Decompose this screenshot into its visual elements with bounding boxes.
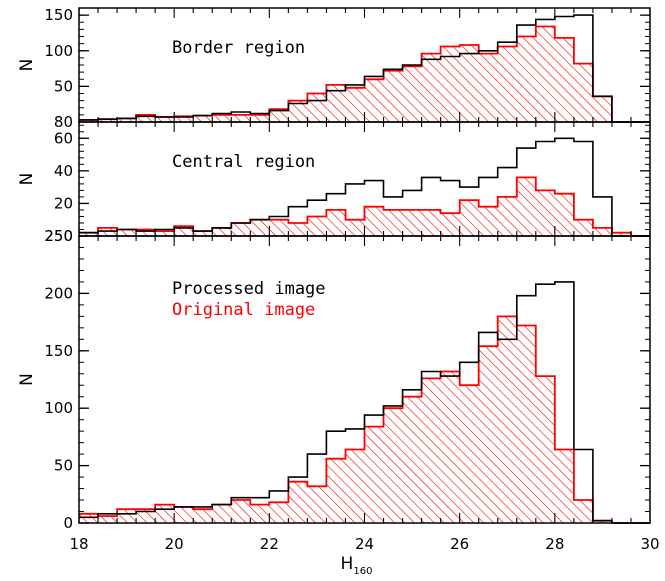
x-tick-label: 20 xyxy=(165,535,184,553)
y-tick-label: 50 xyxy=(54,77,73,95)
y-tick-label: 80 xyxy=(54,113,73,131)
y-tick-label: 100 xyxy=(44,399,73,417)
x-tick-label: 30 xyxy=(640,535,659,553)
panel-2: 20 40 60 250 N Central region xyxy=(17,121,651,245)
processed-histogram-line xyxy=(79,281,650,524)
panel-region-label: Central region xyxy=(172,152,315,172)
y-axis-title: N xyxy=(17,373,37,386)
y-tick-label: 200 xyxy=(44,284,73,302)
y-tick-label: 50 xyxy=(54,457,73,475)
y-tick-label: 40 xyxy=(54,162,73,180)
original-histogram-line xyxy=(79,176,650,237)
x-axis-title-main: H xyxy=(341,554,354,574)
original-hatch-fill xyxy=(79,316,650,523)
x-tick-label: 28 xyxy=(545,535,564,553)
y-tick-label: 60 xyxy=(54,129,73,147)
y-tick-label: 250 xyxy=(44,227,73,245)
legend-original: Original image xyxy=(172,300,315,320)
x-tick-label: 22 xyxy=(260,535,279,553)
x-tick-label: 18 xyxy=(69,535,88,553)
original-hatch-fill xyxy=(79,26,650,122)
y-tick-label: 150 xyxy=(44,342,73,360)
x-tick-label: 24 xyxy=(355,535,374,553)
y-tick-label: 0 xyxy=(63,514,73,532)
y-tick-label: 100 xyxy=(44,42,73,60)
y-tick-label: 150 xyxy=(44,6,73,24)
panel-1: 50 100 150 80 N Border region xyxy=(17,6,651,131)
x-axis-title-subscript: 160 xyxy=(353,566,372,576)
y-tick-label: 20 xyxy=(54,194,73,212)
y-tick-label: 250 xyxy=(44,227,73,245)
legend-processed: Processed image xyxy=(172,279,326,299)
panel-3: 0 50 100 150 200 250 N Processed imageOriginal … xyxy=(17,227,660,577)
x-axis-title: H160 xyxy=(341,554,373,576)
x-tick-label: 26 xyxy=(450,535,469,553)
processed-histogram-line xyxy=(79,14,650,123)
y-axis-title: N xyxy=(17,59,37,72)
panel-region-label: Border region xyxy=(172,38,305,58)
y-axis-title: N xyxy=(17,173,37,186)
